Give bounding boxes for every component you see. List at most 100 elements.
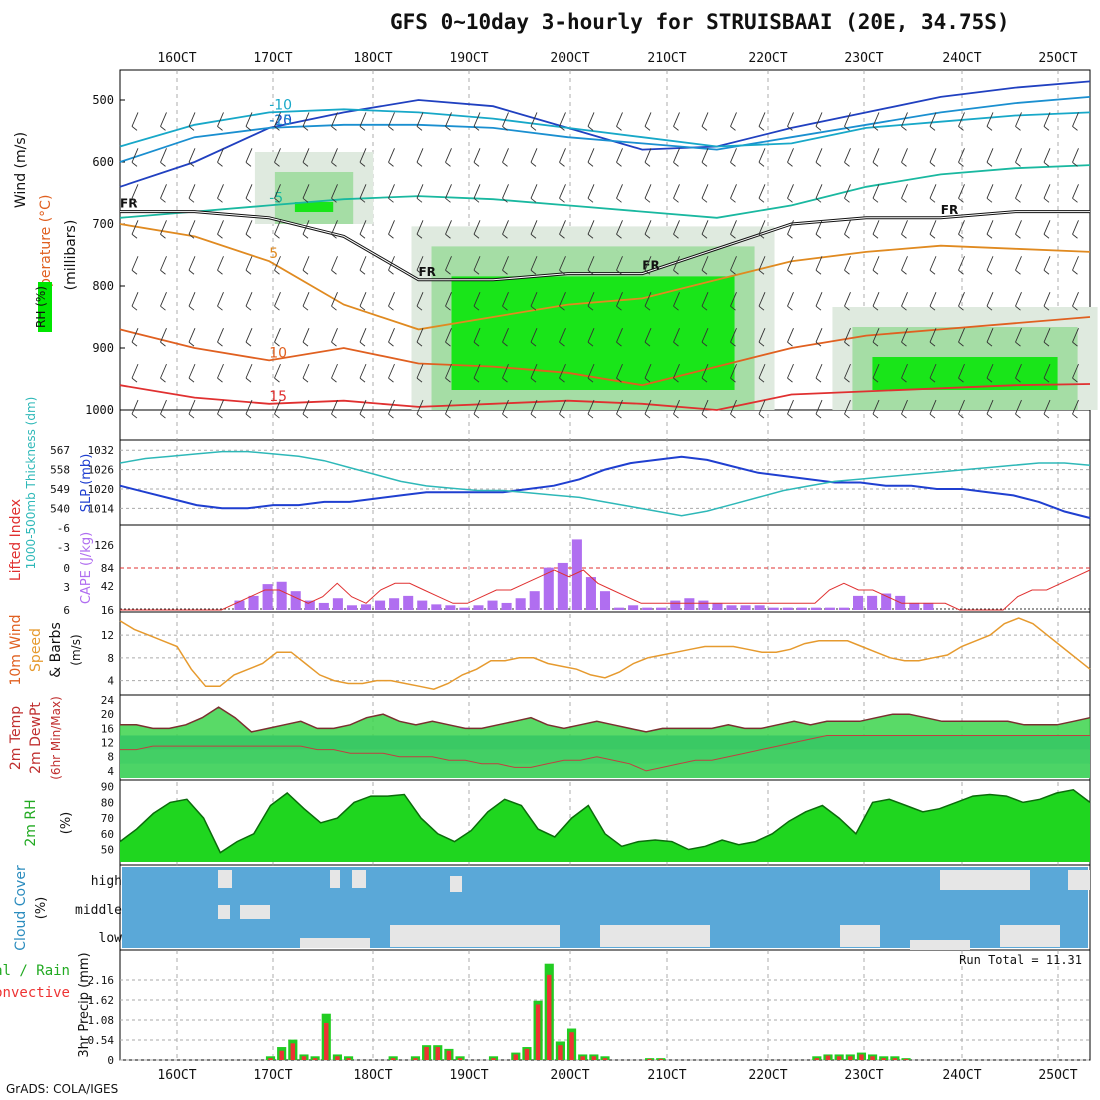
wind-barb xyxy=(359,256,367,271)
wind-barb xyxy=(559,148,566,163)
wind-barb xyxy=(616,327,623,343)
wind-barb xyxy=(160,363,167,379)
wind-barb-flag xyxy=(217,162,223,167)
wind-barb xyxy=(844,112,851,127)
wind-barb-flag xyxy=(616,413,622,419)
wind-barb-flag xyxy=(274,197,280,203)
wind-barb-flag xyxy=(815,377,822,383)
wind-barb-flag xyxy=(217,341,223,347)
chart-title: GFS 0~10day 3-hourly for STRUISBAAI (20E… xyxy=(390,10,1010,34)
cape-bar xyxy=(810,607,821,610)
wind-barb-flag xyxy=(245,413,252,419)
wind-barb xyxy=(131,184,139,199)
wind-barb xyxy=(758,256,766,271)
wind-barb xyxy=(673,292,680,307)
wind-barb xyxy=(131,112,139,127)
wind-barb-flag xyxy=(473,341,480,347)
wind-barb xyxy=(1072,184,1079,199)
precip-convective-bar xyxy=(435,1047,440,1060)
precip-convective-bar xyxy=(424,1047,429,1060)
wind-barb xyxy=(758,363,766,379)
wind-barb-flag xyxy=(872,233,879,239)
wind-barb xyxy=(701,148,709,163)
wind-barb-flag xyxy=(188,377,195,383)
cape-bar xyxy=(881,593,892,610)
wind-barb-flag xyxy=(730,126,736,131)
wind-barb xyxy=(502,220,509,235)
wind-barb xyxy=(274,220,281,235)
wind-barb-flag xyxy=(559,305,565,311)
wind-barb xyxy=(844,220,851,235)
cape-bar xyxy=(740,605,751,610)
wind-barb-flag xyxy=(502,197,508,203)
wind-barb xyxy=(217,112,224,127)
wind-barb xyxy=(730,327,737,343)
wind-barb-flag xyxy=(331,162,337,167)
wind-barb-flag xyxy=(188,162,195,167)
wind-barb-flag xyxy=(701,126,708,131)
wind-barb xyxy=(274,184,281,199)
wind-barb xyxy=(958,148,965,163)
y-tick-label-precip: 0.54 xyxy=(88,1034,115,1047)
wind-barb xyxy=(245,112,253,127)
wind-barb xyxy=(673,148,680,163)
wind-barb-flag xyxy=(188,269,195,275)
wind-barb-flag xyxy=(245,126,252,131)
wind-barb xyxy=(958,256,965,271)
ylabel-2m-rh: 2m RH xyxy=(23,799,39,846)
cape-bar xyxy=(473,605,484,610)
cloud-patch xyxy=(940,870,1030,890)
wind-barb-flag xyxy=(559,269,565,275)
ylabel-2m-temp: 2m Temp xyxy=(8,706,24,770)
cape-bar xyxy=(642,607,653,610)
wind-barb-flag xyxy=(872,377,879,383)
wind-barb-flag xyxy=(131,269,138,275)
wind-barb-flag xyxy=(473,269,480,275)
wind-barb xyxy=(929,292,937,307)
wind-barb xyxy=(559,399,566,415)
wind-barb xyxy=(644,148,652,163)
x-tick-label-top: 18OCT xyxy=(353,51,392,66)
wind-barb xyxy=(559,292,566,307)
wind-barb xyxy=(901,112,908,127)
wind-barb xyxy=(302,363,310,379)
wind-barb xyxy=(1015,184,1022,199)
ylabel-cloud-cover: Cloud Cover xyxy=(13,865,29,951)
wind-barb-flag xyxy=(445,162,451,167)
y-tick-label-thickness: 540 xyxy=(50,502,70,515)
y-tick-label-li: 3 xyxy=(63,581,70,594)
wind-barb xyxy=(958,112,965,127)
wind-barb xyxy=(416,256,424,271)
wind-barb-flag xyxy=(445,233,451,239)
wind-barb xyxy=(844,399,851,415)
wind-barb-flag xyxy=(986,162,993,167)
wind-barb xyxy=(787,363,794,379)
wind-barb-flag xyxy=(331,233,337,239)
wind-barb xyxy=(1043,327,1051,343)
wind-barb-flag xyxy=(730,233,736,239)
wind-barb-flag xyxy=(131,305,138,311)
wind-barb xyxy=(188,220,196,235)
wind-barb xyxy=(616,256,623,271)
wind-barb-flag xyxy=(217,305,223,311)
wind-barb xyxy=(587,220,595,235)
wind-barb xyxy=(245,327,253,343)
y-tick-label-cape: 84 xyxy=(101,562,115,575)
wind-barb-flag xyxy=(644,269,651,275)
wind-barb xyxy=(160,399,167,415)
wind-barb-flag xyxy=(359,162,366,167)
wind-barb xyxy=(445,184,452,199)
wind-barb xyxy=(530,148,538,163)
wind-barb-flag xyxy=(559,341,565,347)
wind-barb-flag xyxy=(131,162,138,167)
wind-barb-flag xyxy=(986,413,993,419)
freezing-level-label: FR xyxy=(418,265,435,279)
lifted-index-line xyxy=(120,569,1091,611)
precip-convective-bar xyxy=(836,1056,842,1060)
wind-barb xyxy=(844,363,851,379)
wind-barb-flag xyxy=(701,341,708,347)
wind-barb xyxy=(701,220,709,235)
wind-barb-flag xyxy=(559,197,565,203)
cape-bar xyxy=(656,607,667,610)
wind-barb-flag xyxy=(359,413,366,419)
